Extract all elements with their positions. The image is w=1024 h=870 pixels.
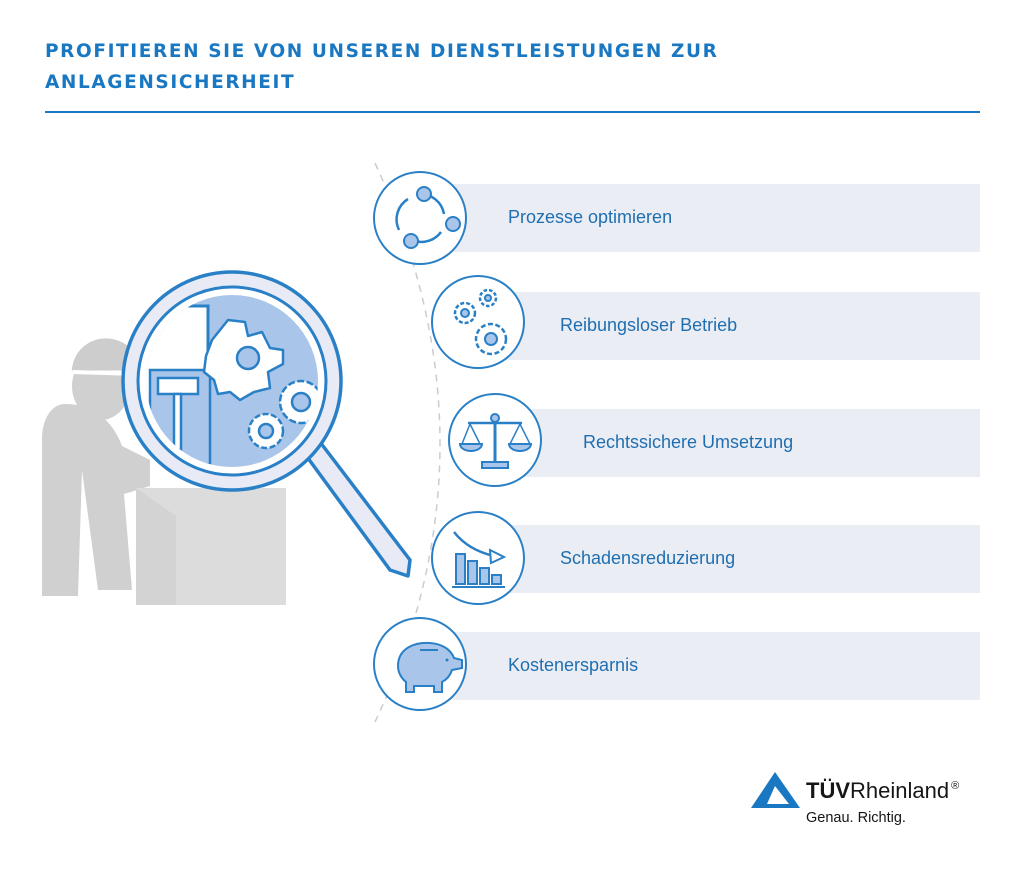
benefit-label-1: Prozesse optimieren — [508, 207, 673, 227]
benefit-band-2 — [470, 292, 980, 360]
brand-tagline: Genau. Richtig. — [806, 810, 906, 826]
brand-regular: Rheinland — [850, 778, 950, 803]
benefit-label-3: Rechtssichere Umsetzung — [583, 432, 794, 452]
benefit-band-5 — [420, 632, 980, 700]
benefit-band-4 — [470, 525, 980, 593]
tuv-logo-mark-icon — [751, 772, 800, 808]
gears-icon — [431, 275, 525, 369]
brand-bold: TÜV — [806, 778, 850, 803]
page-title: PROFITIEREN SIE VON UNSEREN DIENSTLEISTU… — [45, 41, 719, 93]
magnifying-glass-icon — [121, 270, 412, 578]
tuv-rheinland-wordmark: TÜVRheinland ® — [806, 778, 959, 804]
worker-figure-icon — [42, 335, 286, 605]
registered-mark: ® — [951, 780, 960, 792]
benefit-band-1 — [420, 184, 980, 252]
benefit-label-2: Reibungsloser Betrieb — [560, 315, 738, 335]
title-divider — [45, 111, 980, 113]
piggy-bank-icon — [373, 617, 467, 711]
scales-icon — [448, 393, 542, 487]
benefit-label-4: Schadensreduzierung — [560, 548, 736, 568]
declining-bar-chart-icon — [431, 511, 525, 605]
benefit-label-5: Kostenersparnis — [508, 655, 639, 675]
benefit-band-3 — [488, 409, 980, 477]
process-cycle-icon — [373, 171, 467, 265]
